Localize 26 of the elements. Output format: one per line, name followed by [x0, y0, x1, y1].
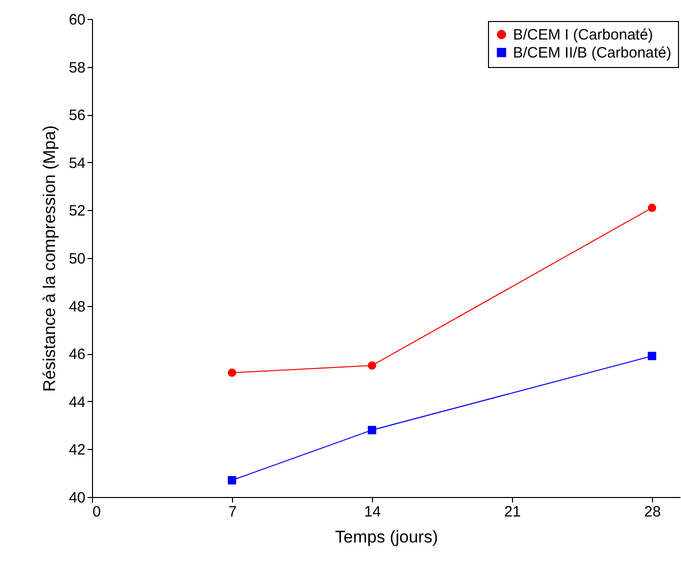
- point: [368, 426, 376, 434]
- point: [228, 476, 236, 484]
- y-tick-label: 40: [68, 490, 86, 506]
- legend-label: B/CEM II/B (Carbonaté): [513, 44, 672, 62]
- y-tick-label: 60: [68, 12, 86, 28]
- x-axis-title: Temps (jours): [335, 528, 438, 546]
- y-tick-label: 50: [68, 250, 86, 268]
- y-tick-label: 48: [68, 298, 86, 316]
- point: [648, 352, 656, 360]
- y-tick-label: 58: [68, 59, 86, 76]
- x-tick-label: 21: [504, 504, 521, 520]
- point: [228, 368, 236, 377]
- x-tick-label: 0: [92, 504, 101, 520]
- y-tick-label: 44: [68, 394, 86, 411]
- x-tick-label: 28: [644, 504, 661, 520]
- y-tick-label: 52: [68, 202, 86, 220]
- y-tick-label: 42: [68, 442, 86, 459]
- point: [368, 361, 376, 370]
- legend-label: B/CEM I (Carbonaté): [513, 26, 654, 44]
- y-tick-label: 46: [68, 346, 86, 364]
- y-axis-title: Résistance à la compression (Mpa): [40, 125, 59, 392]
- y-tick-label: 54: [68, 154, 86, 172]
- point: [648, 204, 656, 212]
- y-tick-label: 56: [68, 107, 86, 124]
- x-tick-label: 7: [228, 504, 237, 520]
- x-tick-label: 14: [364, 504, 381, 520]
